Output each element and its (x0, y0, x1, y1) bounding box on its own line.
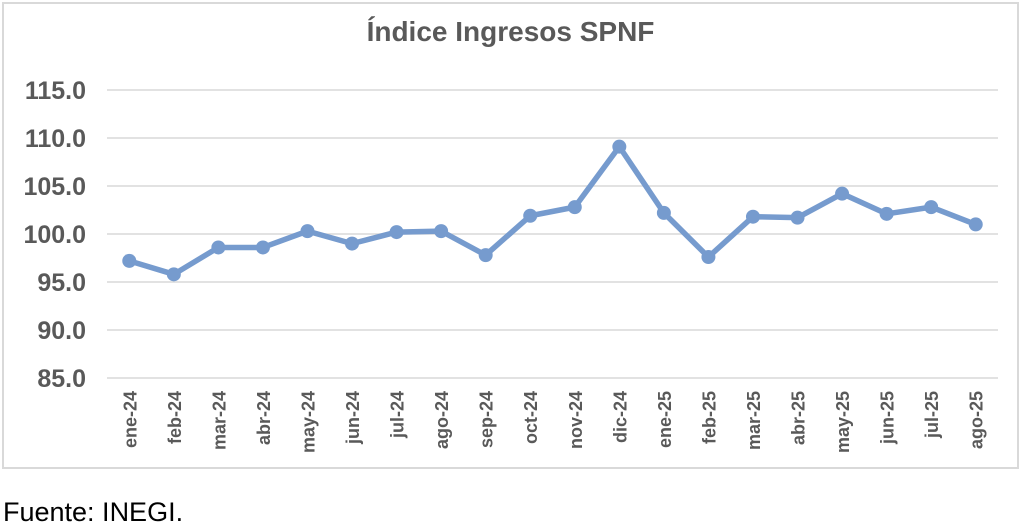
y-tick-label: 110.0 (25, 125, 86, 153)
series-line (126, 143, 979, 278)
x-tick-label: jul-25 (922, 391, 942, 439)
data-point-marker (879, 206, 894, 221)
x-tick-label: may-24 (298, 391, 318, 453)
x-tick-label: nov-24 (566, 391, 586, 449)
data-point-marker (434, 224, 449, 239)
x-tick-label: mar-24 (209, 391, 229, 450)
y-tick-label: 100.0 (23, 221, 86, 249)
x-tick-label: ago-24 (432, 391, 452, 449)
x-tick-label: ene-24 (120, 391, 140, 448)
data-point-marker (790, 210, 805, 225)
data-point-marker (166, 267, 181, 282)
x-tick-label: mar-25 (744, 391, 764, 450)
x-tick-label: abr-25 (789, 391, 809, 445)
data-point-marker (835, 186, 850, 201)
data-point-marker (656, 205, 671, 220)
y-tick-label: 85.0 (37, 365, 86, 393)
source-note: Fuente: INEGI. (3, 497, 184, 527)
data-point-marker (924, 200, 939, 215)
chart-title: Índice Ingresos SPNF (366, 16, 655, 47)
data-point-marker (345, 236, 360, 251)
data-point-marker (478, 248, 493, 263)
x-tick-label: feb-25 (699, 391, 719, 444)
y-tick-label: 95.0 (37, 269, 86, 297)
data-point-marker (523, 208, 538, 223)
y-tick-label: 90.0 (37, 317, 86, 345)
data-point-marker (255, 240, 270, 255)
data-point-marker (968, 217, 983, 232)
data-point-marker (300, 224, 315, 239)
x-tick-label: dic-24 (610, 391, 630, 443)
data-point-marker (745, 209, 760, 224)
data-point-marker (612, 139, 627, 154)
y-tick-label: 105.0 (23, 173, 86, 201)
x-tick-label: abr-24 (254, 391, 274, 445)
data-point-marker (701, 250, 716, 265)
data-point-marker (567, 200, 582, 215)
x-tick-label: sep-24 (477, 391, 497, 448)
data-point-marker (211, 240, 226, 255)
x-tick-label: ago-25 (967, 391, 987, 449)
x-tick-label: jul-24 (388, 391, 408, 439)
x-tick-label: ene-25 (655, 391, 675, 448)
x-tick-label: may-25 (833, 391, 853, 453)
x-tick-label: feb-24 (165, 391, 185, 444)
y-tick-label: 115.0 (25, 77, 86, 105)
data-point-marker (122, 253, 137, 268)
x-tick-label: jun-25 (878, 391, 898, 445)
x-tick-label: jun-24 (343, 391, 363, 445)
x-tick-label: oct-24 (521, 391, 541, 444)
data-point-marker (389, 225, 404, 240)
